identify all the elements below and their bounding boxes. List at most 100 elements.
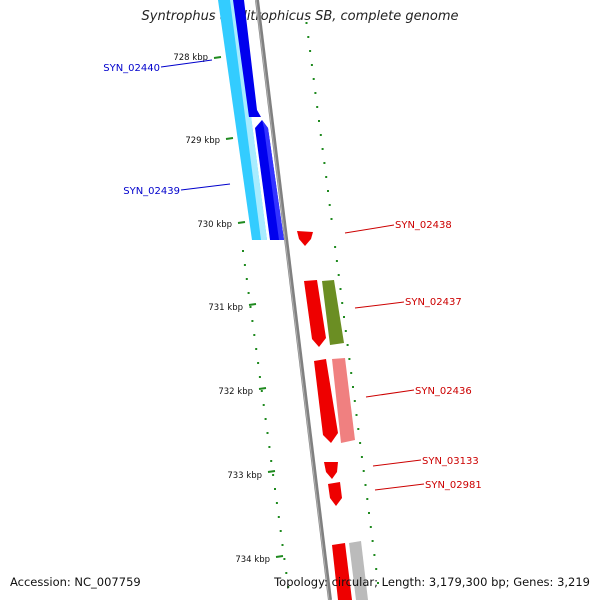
gc-dot [272,474,275,476]
gc-dot [344,330,347,332]
gene-label-syn-02440[interactable]: SYN_02440 [103,63,160,74]
gc-dot [366,498,369,500]
gene-label-syn-02438[interactable]: SYN_02438 [395,220,452,231]
gc-dot [255,348,258,350]
gene-arrow-next[interactable] [332,543,352,600]
cog-block-pink [332,358,355,443]
gc-dot [337,274,340,276]
gc-dot [334,246,337,248]
gc-dot [307,36,310,38]
gc-dot [283,558,286,560]
gc-dot [321,148,324,150]
scale-label-729: 729 kbp [185,136,220,146]
gc-dot [309,50,312,52]
gc-dot [343,316,345,318]
gc-dot [341,302,344,304]
gene-arrow-syn-02438[interactable] [297,231,313,246]
gc-dot [330,218,333,220]
gc-dot [362,470,365,472]
gc-dot [316,106,319,108]
leader-syn-02440 [160,59,213,68]
gc-dot [348,358,351,360]
gc-dot [377,582,379,584]
gc-dot [323,162,326,164]
accession-text: Accession: NC_007759 [10,575,141,589]
scale-label-728: 728 kbp [173,53,208,63]
leader-syn-02981 [374,483,425,491]
gc-dot [364,484,367,486]
gc-dot [270,460,273,462]
gene-arrow-syn-02440[interactable] [233,0,261,117]
cog-block-olive [322,280,344,345]
gc-dot [277,516,280,518]
gc-dot [251,320,254,322]
leader-syn-02437 [354,301,405,309]
gc-dot [359,442,362,444]
gc-dot [318,120,320,122]
gc-dots-inner-ring [242,250,290,588]
gc-dot [328,204,331,206]
gc-dot [369,526,372,528]
leader-syn-02438 [344,224,395,234]
leader-syn-02436 [365,389,415,398]
gc-dot [352,386,354,388]
gc-dot [262,404,265,406]
gc-dot [312,78,315,80]
gene-label-syn-02436[interactable]: SYN_02436 [415,386,472,397]
gc-dot [242,250,244,252]
gc-dot [373,554,376,556]
genome-backbone [255,0,332,600]
gc-dot [327,190,329,192]
gc-dots-outer-ring [305,22,379,584]
gc-dot [275,502,278,504]
gc-dot [339,288,342,290]
topology-text: Topology: circular; Length: 3,179,300 bp… [274,575,590,589]
gc-dot [257,362,260,364]
gc-dot [285,572,288,574]
gene-arrow-syn-02439-shade [262,120,284,240]
gc-dot [371,540,374,542]
scale-label-731: 731 kbp [208,303,243,313]
cog-block-grey [349,541,368,600]
scale-label-730: 730 kbp [197,220,232,230]
gc-dot [310,64,313,66]
genome-backbone-highlight [255,0,330,600]
gc-dot [287,586,290,588]
gc-dot [260,390,263,392]
gc-dot [258,376,261,378]
gc-dot [355,414,358,416]
gc-dot [249,306,252,308]
scale-label-733: 733 kbp [227,471,262,481]
gc-dot [346,344,349,346]
gc-dot [314,92,317,94]
gc-dot [243,264,246,266]
gene-arrow-syn-02436[interactable] [314,359,338,443]
gc-dot [253,334,256,336]
leader-syn-02439 [180,183,231,191]
gc-dot [268,446,271,448]
gc-dot [245,278,248,280]
scale-ticks [213,56,284,558]
gc-dot [319,134,322,136]
gc-dot [279,530,282,532]
gc-dot [353,400,356,402]
gene-label-syn-02437[interactable]: SYN_02437 [405,297,462,308]
gc-dot [325,176,328,178]
gene-label-syn-02439[interactable]: SYN_02439 [123,186,180,197]
gene-arrow-syn-03133[interactable] [324,462,338,479]
gene-label-syn-02981[interactable]: SYN_02981 [425,480,482,491]
scale-label-732: 732 kbp [218,387,253,397]
gc-dot [335,260,338,262]
gc-dot [281,544,284,546]
gene-label-syn-03133[interactable]: SYN_03133 [422,456,479,467]
gc-dot [350,372,353,374]
gc-dot [266,432,269,434]
gc-dot [368,512,370,514]
gc-dot [357,428,360,430]
gene-arrow-syn-02437[interactable] [304,280,326,347]
scale-label-734: 734 kbp [235,555,270,565]
gc-dot [375,568,378,570]
gene-arrow-syn-02981[interactable] [328,482,342,506]
gc-dot [305,22,308,24]
